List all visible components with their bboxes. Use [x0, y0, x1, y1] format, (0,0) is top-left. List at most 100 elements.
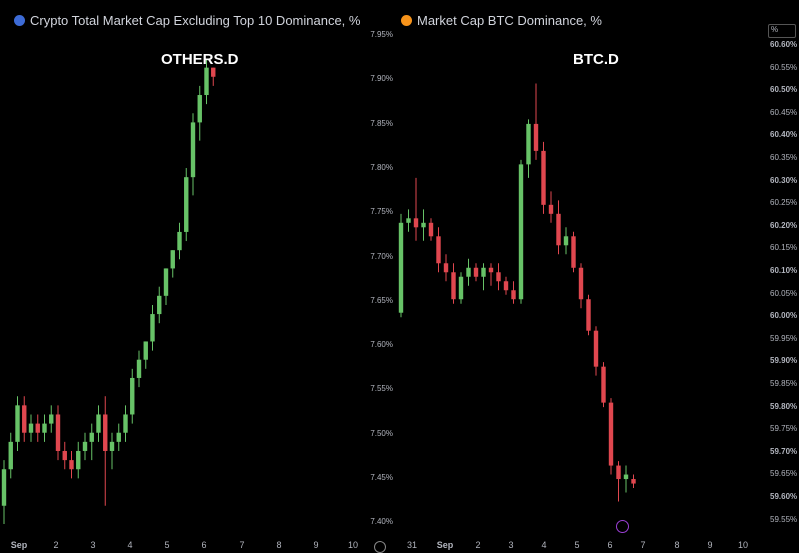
- right-axis-tick: 59.80%: [770, 401, 798, 411]
- btc-d-x-tick: 7: [640, 540, 646, 550]
- btc-d-candle: [428, 222, 434, 237]
- others-d-candle: [89, 432, 94, 442]
- others-d-candle: [8, 441, 13, 470]
- right-axis-tick: 60.45%: [770, 107, 798, 117]
- btc-d-candle: [571, 236, 576, 268]
- btc-d-candle: [616, 465, 621, 480]
- mid-axis-tick: 7.75%: [370, 207, 393, 217]
- others-d-x-tick: 10: [347, 540, 359, 550]
- others-d-x-tick: 5: [164, 540, 170, 550]
- right-axis-tick: 60.05%: [770, 288, 798, 298]
- right-axis-tick: 60.10%: [770, 266, 798, 275]
- right-axis-tick: 60.40%: [770, 130, 798, 140]
- others-d-x-tick: 2: [53, 540, 59, 550]
- right-axis-tick: 60.00%: [770, 311, 798, 321]
- btc-d-candle: [578, 267, 584, 300]
- chart-source-icon: [14, 15, 25, 26]
- right-axis-tick: 60.15%: [770, 243, 798, 253]
- btc-d-x-tick: 3: [508, 540, 514, 550]
- btc-d-x-tick: 2: [475, 540, 481, 550]
- btc-d-candle: [481, 267, 486, 277]
- right-price-axis[interactable]: % 60.60% 60.55% 60.50% 60.45% 60.40% 60.35% 60…: [767, 0, 799, 552]
- others-d-candle: [190, 122, 196, 178]
- right-axis-tick: 60.30%: [770, 175, 798, 185]
- right-axis-tick: 59.75%: [770, 424, 798, 434]
- btc-d-candle: [608, 402, 614, 466]
- others-d-x-tick: 7: [239, 540, 245, 550]
- btc-d-label: BTC.D: [573, 51, 619, 68]
- others-d-x-tick: 6: [201, 540, 207, 550]
- btc-d-candle: [451, 272, 456, 300]
- btc-d-candle: [518, 164, 524, 300]
- others-d-candle: [28, 423, 34, 433]
- others-d-candle: [150, 314, 155, 342]
- others-d-candle: [170, 250, 175, 269]
- others-d-candle: [42, 423, 47, 433]
- btc-d-candle: [503, 281, 509, 291]
- btc-d-candle: [601, 366, 606, 403]
- right-axis-tick: 59.65%: [770, 469, 798, 479]
- btc-d-header: Market Cap BTC Dominance, %: [401, 13, 602, 28]
- btc-d-candle: [533, 123, 539, 151]
- mid-axis-tick: 7.70%: [370, 251, 393, 261]
- others-d-x-tick: Sep: [10, 540, 28, 550]
- btc-d-candle: [466, 267, 471, 277]
- mid-axis-tick: 7.40%: [370, 517, 393, 527]
- right-axis-tick: 60.55%: [770, 62, 798, 72]
- btc-d-candle: [623, 474, 629, 480]
- settings-gear-icon[interactable]: [374, 541, 386, 553]
- mid-axis-tick: 7.95%: [370, 30, 393, 39]
- others-d-candle: [35, 423, 40, 433]
- right-axis-tick: 60.60%: [770, 40, 798, 49]
- bitcoin-icon: [401, 15, 412, 26]
- mid-axis-tick: 7.45%: [370, 473, 393, 482]
- others-d-candle: [62, 450, 67, 461]
- btc-d-candle: [593, 330, 599, 367]
- btc-d-candle: [631, 479, 636, 484]
- btc-d-candle: [443, 263, 449, 273]
- others-d-candle: [211, 67, 216, 77]
- mid-axis-tick: 7.55%: [370, 384, 393, 394]
- others-d-candle: [204, 67, 209, 96]
- others-d-chart-panel[interactable]: Crypto Total Market Cap Excluding Top 10…: [0, 0, 363, 552]
- right-axis-tick: 60.35%: [770, 153, 798, 162]
- btc-d-candle: [413, 218, 419, 228]
- mid-axis-tick: 7.50%: [370, 428, 393, 438]
- others-d-candle: [109, 441, 115, 451]
- mid-axis-tick: 7.80%: [370, 162, 393, 172]
- right-axis-tick: 59.85%: [770, 379, 798, 388]
- others-d-candle: [197, 95, 202, 123]
- right-axis-tick: 60.20%: [770, 220, 798, 230]
- others-d-candle: [22, 405, 27, 433]
- btc-d-candle: [511, 290, 516, 300]
- btc-d-candle: [496, 272, 501, 282]
- btc-d-candle: [548, 204, 554, 214]
- right-axis-tick: 59.60%: [770, 492, 798, 501]
- btc-d-x-tick: 8: [674, 540, 680, 550]
- btc-d-candle: [556, 213, 561, 246]
- btc-d-x-tick: 9: [707, 540, 713, 550]
- others-d-candles: [1, 58, 216, 524]
- btc-d-candles: [398, 83, 636, 502]
- unit-badge: %: [768, 24, 796, 38]
- middle-price-axis[interactable]: 7.95% 7.90% 7.85% 7.80% 7.75% 7.70% 7.65% 7.60%…: [363, 0, 397, 553]
- btc-d-candle: [421, 222, 426, 228]
- others-d-candle: [130, 377, 135, 415]
- mid-axis-tick: 7.65%: [370, 295, 393, 305]
- btc-d-chart-panel[interactable]: Market Cap BTC Dominance, % BTC.D 31 Sep 2…: [397, 0, 767, 552]
- mid-axis-tick: 7.85%: [370, 118, 393, 128]
- btc-d-candle: [586, 299, 591, 331]
- btc-d-candle: [436, 236, 441, 264]
- others-d-candle: [76, 450, 81, 470]
- lightning-event-icon[interactable]: [616, 520, 629, 533]
- others-d-candle: [49, 414, 54, 424]
- others-d-candle: [143, 341, 148, 360]
- btc-d-title: Market Cap BTC Dominance, %: [417, 13, 602, 28]
- mid-axis-tick: 7.60%: [370, 340, 393, 350]
- btc-d-candle: [406, 218, 411, 223]
- others-d-candle: [136, 359, 142, 378]
- right-axis-tick: 60.25%: [770, 198, 798, 208]
- btc-d-x-tick: Sep: [436, 540, 454, 550]
- btc-d-candle: [526, 123, 531, 165]
- others-d-candle: [103, 414, 108, 451]
